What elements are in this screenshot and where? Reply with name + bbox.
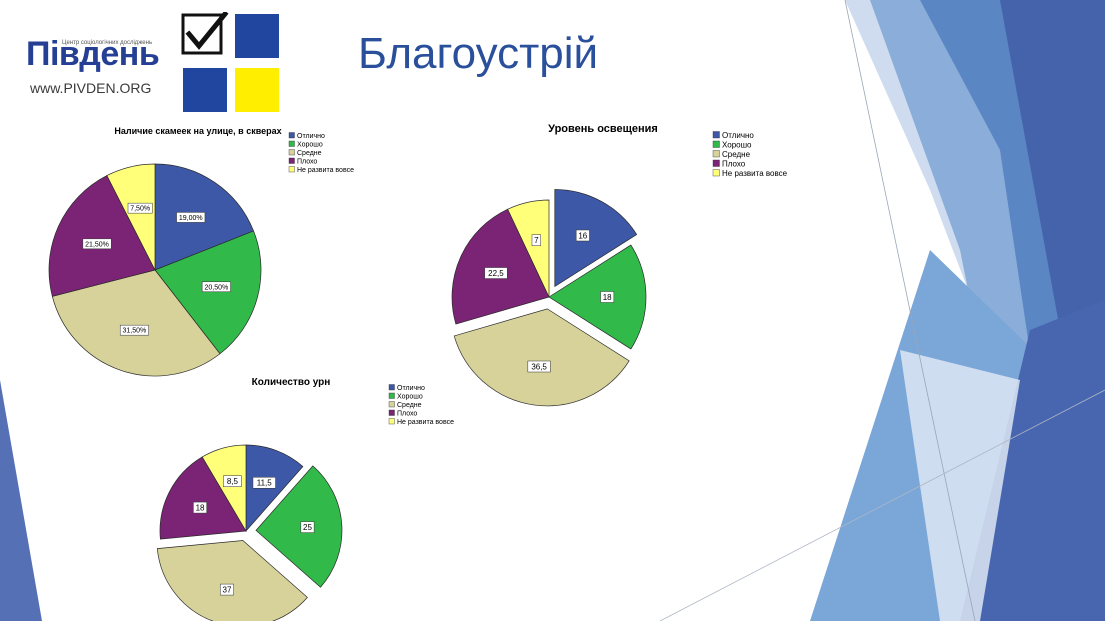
pie-chart: Наличие скамеек на улице, в скверах Отлич… (48, 126, 354, 377)
pie-slice (48, 175, 156, 297)
data-label-box (300, 521, 315, 533)
data-label-box (484, 267, 508, 279)
legend-swatch (288, 157, 295, 164)
data-label: 8,5 (227, 477, 239, 486)
pie-slice (453, 308, 630, 407)
deco-line (659, 389, 1105, 621)
legend-swatch (288, 140, 295, 147)
pie-slice (507, 199, 550, 298)
slide-title: Благоустрій (358, 29, 599, 78)
legend-label: Отлично (722, 131, 754, 140)
chart-title: Количество урн (252, 377, 331, 388)
data-label-box (127, 202, 153, 214)
data-label-box (527, 360, 551, 373)
data-label: 7 (534, 236, 539, 245)
data-label: 31,50% (123, 328, 147, 335)
pie-slice (201, 444, 247, 533)
deco-line (844, 0, 976, 621)
data-label: 25 (303, 523, 312, 532)
data-label: 11,5 (257, 479, 273, 488)
logo-name: Південь (26, 35, 160, 73)
data-label: 18 (603, 293, 612, 302)
legend-swatch (288, 166, 295, 173)
legend-swatch (288, 149, 295, 156)
data-label: 18 (196, 503, 205, 512)
data-label-box (220, 583, 234, 596)
pie-slice (106, 163, 156, 271)
logo-square-blue (183, 68, 227, 112)
deco-facet (960, 300, 1105, 621)
data-label: 21,50% (85, 241, 109, 248)
chart-title: Наличие скамеек на улице, в скверах (114, 126, 281, 136)
pie-slice (159, 456, 247, 540)
deco-facet (1000, 0, 1105, 330)
legend-swatch (388, 418, 395, 425)
data-label: 22,5 (488, 269, 504, 278)
data-label-box (600, 291, 615, 303)
data-label: 37 (223, 585, 232, 594)
legend-swatch (388, 409, 395, 416)
legend-label: Не развита вовсе (722, 169, 788, 178)
deco-facet (900, 350, 1020, 621)
legend-swatch (388, 392, 395, 399)
data-label: 36,5 (531, 362, 547, 371)
checkbox-check-icon (181, 12, 229, 55)
legend-swatch (388, 384, 395, 391)
pie-slice (156, 540, 308, 621)
data-label: 7,50% (130, 206, 150, 213)
pie-slice (51, 269, 221, 377)
chart-title: Уровень освещения (548, 123, 658, 135)
data-label: 19,00% (179, 215, 203, 222)
legend-label: Не развита вовсе (297, 167, 354, 174)
legend-label: Отлично (397, 385, 425, 392)
legend-label: Хорошо (722, 141, 752, 150)
legend-swatch (712, 131, 720, 139)
legend-label: Средне (397, 402, 422, 409)
data-label-box (201, 281, 231, 293)
legend-swatch (712, 159, 720, 167)
logo-square-yellow (235, 68, 279, 112)
legend-label: Хорошо (297, 142, 323, 149)
legend-label: Плохо (297, 159, 317, 166)
legend-swatch (288, 132, 295, 139)
data-label-box (119, 324, 149, 336)
data-label-box (531, 234, 541, 246)
pie-slice (154, 230, 262, 355)
data-label-box (82, 238, 112, 250)
logo-graphic (181, 12, 279, 112)
legend-swatch (712, 169, 720, 177)
data-label: 16 (578, 231, 587, 240)
legend-label: Средне (297, 150, 322, 157)
legend-label: Отлично (297, 133, 325, 140)
legend-label: Средне (722, 150, 751, 159)
pie-slice (548, 244, 647, 350)
pie-slice (451, 208, 550, 325)
pie-slice (255, 465, 343, 588)
legend-label: Не развита вовсе (397, 419, 454, 426)
data-label-box (575, 229, 590, 242)
logo-url: www.PIVDEN.ORG (30, 80, 152, 96)
data-label-box (193, 501, 207, 514)
legend-label: Плохо (722, 160, 746, 169)
pie-slice (554, 189, 638, 288)
legend-swatch (712, 150, 720, 158)
logo-tagline: Центр соціологічних досліджень (62, 40, 153, 46)
legend-label: Хорошо (397, 394, 423, 401)
data-label-box (176, 212, 206, 223)
data-label: 20,50% (204, 284, 228, 291)
data-label-box (223, 475, 242, 487)
legend-swatch (388, 401, 395, 408)
pie-chart: Уровень освещения ОтличноХорошоСреднеПлох… (451, 123, 788, 407)
deco-facet (0, 380, 42, 621)
data-label-box (252, 476, 276, 489)
legend-label: Плохо (397, 411, 417, 418)
legend-swatch (712, 140, 720, 148)
logo-square-blue (235, 14, 279, 58)
